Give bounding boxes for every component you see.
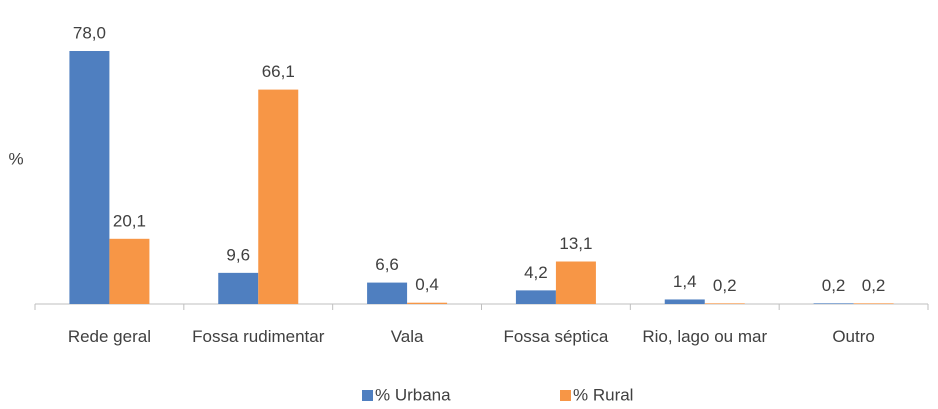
x-tick-label: Rede geral [67, 327, 151, 346]
legend-swatch [362, 390, 373, 401]
x-tick-label: Fossa séptica [503, 327, 609, 346]
x-tick-label: Outro [832, 327, 875, 346]
data-label: 0,2 [822, 276, 846, 295]
data-label: 78,0 [73, 23, 106, 42]
y-axis-label: % [8, 149, 23, 168]
data-label: 66,1 [262, 62, 295, 81]
legend-label: % Rural [573, 385, 633, 404]
data-label: 1,4 [673, 272, 697, 291]
legend-swatch [560, 390, 571, 401]
bar [664, 299, 705, 304]
bar [555, 261, 596, 304]
x-tick-label: Rio, lago ou mar [642, 327, 768, 346]
bar [704, 303, 745, 304]
x-tick-label: Vala [390, 327, 424, 346]
bar [367, 282, 408, 304]
bar [69, 51, 110, 304]
data-label: 20,1 [113, 211, 146, 230]
data-label: 13,1 [559, 234, 592, 253]
bar [258, 89, 299, 304]
bar [813, 303, 854, 304]
data-label: 0,2 [713, 276, 737, 295]
data-label: 6,6 [375, 255, 399, 274]
bar [515, 290, 556, 304]
data-label: 0,4 [415, 275, 439, 294]
x-tick-label: Fossa rudimentar [192, 327, 325, 346]
data-label: 9,6 [226, 245, 250, 264]
bar [109, 238, 150, 304]
legend-label: % Urbana [375, 385, 451, 404]
bar [218, 272, 259, 304]
bar [407, 302, 448, 304]
bar [853, 303, 894, 304]
data-label: 0,2 [862, 276, 886, 295]
data-label: 4,2 [524, 263, 548, 282]
